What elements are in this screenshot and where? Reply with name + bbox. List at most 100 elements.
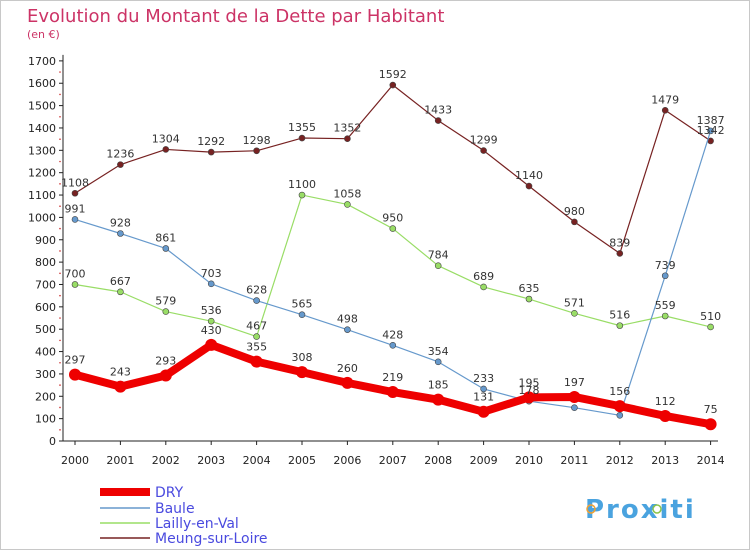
data-label: 1299 xyxy=(470,134,498,147)
y-minor-tick xyxy=(59,183,61,185)
y-minor-tick xyxy=(59,317,61,319)
data-point xyxy=(707,323,714,331)
data-point xyxy=(571,218,578,226)
y-minor-tick xyxy=(59,227,61,230)
data-point xyxy=(661,272,669,280)
proxiti-logo: Proxiti xyxy=(585,495,694,525)
data-label: 197 xyxy=(564,376,585,389)
data-label: 1433 xyxy=(424,104,452,117)
x-tick-label: 2000 xyxy=(61,454,89,467)
data-label: 571 xyxy=(564,296,585,309)
logo-accent xyxy=(586,504,596,514)
data-point xyxy=(162,308,170,315)
data-point-dry xyxy=(659,409,672,422)
data-point-dry xyxy=(613,400,626,413)
data-label: 185 xyxy=(428,379,449,392)
data-label: 928 xyxy=(110,216,131,229)
data-point xyxy=(616,322,624,329)
y-tick-label: 400 xyxy=(35,346,56,359)
data-label: 784 xyxy=(428,249,449,262)
y-tick-label: 1300 xyxy=(28,144,56,157)
data-point xyxy=(298,311,306,318)
data-label: 308 xyxy=(292,351,313,364)
data-label: 233 xyxy=(473,372,494,385)
y-minor-tick xyxy=(59,429,61,431)
legend-label: Meung-sur-Loire xyxy=(155,531,268,547)
y-tick-label: 100 xyxy=(35,413,56,426)
y-minor-tick xyxy=(59,406,61,409)
data-label: 131 xyxy=(473,391,494,404)
x-tick-label: 2011 xyxy=(560,454,588,467)
y-tick-label: 500 xyxy=(35,323,56,336)
x-tick-label: 2006 xyxy=(333,454,361,467)
data-point xyxy=(661,312,669,320)
data-label: 1298 xyxy=(243,134,271,147)
data-point xyxy=(207,317,215,325)
data-label: 703 xyxy=(201,267,222,280)
data-point-dry xyxy=(477,405,490,418)
data-point xyxy=(389,81,397,89)
data-point xyxy=(71,216,79,223)
data-point xyxy=(253,333,260,340)
data-label: 1352 xyxy=(333,122,361,135)
y-tick-label: 300 xyxy=(35,368,56,381)
data-label: 219 xyxy=(382,371,403,384)
data-label: 1058 xyxy=(333,187,361,200)
data-label: 689 xyxy=(473,270,494,283)
y-minor-tick xyxy=(59,115,61,118)
y-minor-tick xyxy=(59,205,61,208)
x-tick-label: 2009 xyxy=(470,454,498,467)
y-minor-tick xyxy=(59,361,61,364)
data-point xyxy=(162,146,170,153)
data-point xyxy=(389,341,397,349)
data-point-dry xyxy=(341,376,354,389)
data-point-dry xyxy=(205,338,218,351)
data-point-dry xyxy=(704,418,717,431)
x-tick-label: 2002 xyxy=(152,454,180,467)
data-label: 195 xyxy=(519,376,540,389)
data-point-dry xyxy=(159,369,172,382)
chart-title: Evolution du Montant de la Dette par Hab… xyxy=(27,6,444,27)
x-tick-label: 2004 xyxy=(243,454,271,467)
data-point xyxy=(117,230,124,237)
data-point xyxy=(298,134,306,142)
data-label: 861 xyxy=(155,231,176,244)
y-tick-label: 1000 xyxy=(28,211,56,224)
y-minor-tick xyxy=(59,294,61,297)
y-tick-label: 1400 xyxy=(28,122,56,135)
data-label: 510 xyxy=(700,310,721,323)
data-label: 1100 xyxy=(288,178,316,191)
y-tick-label: 1200 xyxy=(28,167,56,180)
data-label: 1108 xyxy=(61,176,89,189)
y-tick-label: 900 xyxy=(35,234,56,247)
data-point xyxy=(207,280,215,288)
data-label: 178 xyxy=(519,384,540,397)
data-point xyxy=(434,262,442,269)
y-minor-tick xyxy=(59,250,61,252)
data-label: 667 xyxy=(110,275,131,288)
data-label: 628 xyxy=(246,284,267,297)
data-point xyxy=(344,135,351,142)
data-point xyxy=(480,385,487,393)
data-label: 156 xyxy=(609,385,630,398)
data-label: 739 xyxy=(655,259,676,272)
data-point xyxy=(117,161,124,168)
data-point-dry xyxy=(432,393,445,406)
y-minor-tick xyxy=(59,93,61,96)
data-label: 700 xyxy=(65,267,86,280)
data-point xyxy=(571,310,578,317)
data-label: 355 xyxy=(246,341,267,354)
data-point xyxy=(71,189,79,197)
data-point-dry xyxy=(296,366,308,379)
data-label: 1140 xyxy=(515,169,543,182)
data-label: 536 xyxy=(201,304,222,317)
data-point xyxy=(71,281,79,288)
data-point xyxy=(525,182,533,190)
data-label: 635 xyxy=(519,282,540,295)
data-point-dry xyxy=(386,386,399,399)
data-point xyxy=(480,283,487,291)
data-label: 1387 xyxy=(697,114,725,127)
data-label: 498 xyxy=(337,313,358,326)
